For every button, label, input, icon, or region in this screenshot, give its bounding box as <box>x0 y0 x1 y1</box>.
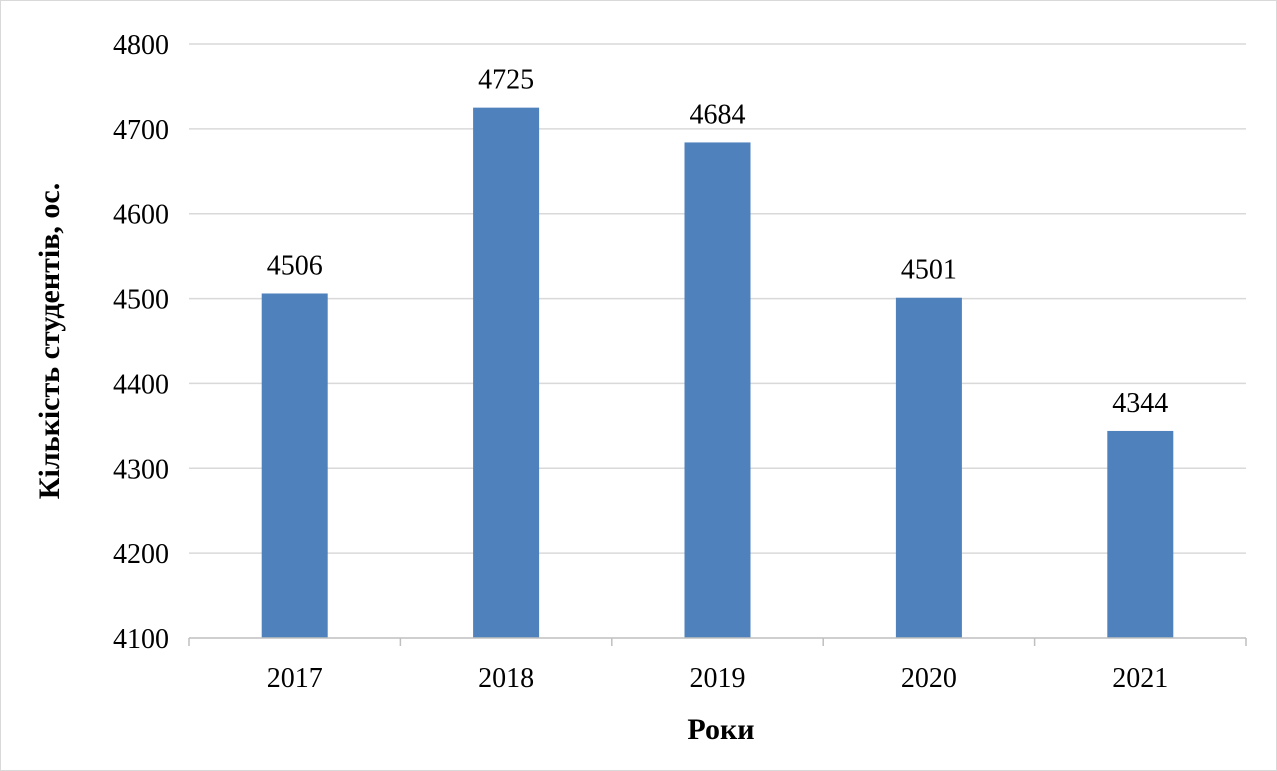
data-labels: 4506 4725 4684 4501 4344 <box>267 65 1169 419</box>
x-axis-title: Роки <box>687 713 754 746</box>
y-axis-tick-labels: 4100 4200 4300 4400 4500 4600 4700 4800 <box>113 30 169 655</box>
x-tick-label-2018: 2018 <box>478 663 534 694</box>
y-tick-label: 4300 <box>113 454 169 485</box>
bar-2020 <box>895 297 962 638</box>
y-tick-label: 4500 <box>113 285 169 316</box>
x-tick-label-2020: 2020 <box>901 663 957 694</box>
data-label-2017: 4506 <box>267 250 323 281</box>
x-tick-label-2021: 2021 <box>1112 663 1168 694</box>
bars <box>261 107 1174 639</box>
bar-2017 <box>261 293 328 638</box>
y-tick-label: 4400 <box>113 369 169 400</box>
y-tick-label: 4700 <box>113 115 169 146</box>
y-tick-label: 4200 <box>113 539 169 570</box>
x-axis-tick-labels: 2017 2018 2019 2020 2021 <box>267 663 1169 694</box>
x-axis <box>188 637 1247 646</box>
bar-2018 <box>473 107 540 638</box>
data-label-2019: 4684 <box>690 99 746 130</box>
data-label-2020: 4501 <box>901 255 957 286</box>
y-tick-label: 4800 <box>113 30 169 61</box>
bar-2021 <box>1107 430 1174 638</box>
y-axis-title: Кількість студентів, ос. <box>33 183 66 499</box>
x-tick-label-2017: 2017 <box>267 663 323 694</box>
y-tick-label: 4600 <box>113 200 169 231</box>
y-tick-label: 4100 <box>113 624 169 655</box>
data-label-2018: 4725 <box>478 65 534 96</box>
x-tick-label-2019: 2019 <box>690 663 746 694</box>
bar-2019 <box>684 142 751 639</box>
data-label-2021: 4344 <box>1112 388 1168 419</box>
